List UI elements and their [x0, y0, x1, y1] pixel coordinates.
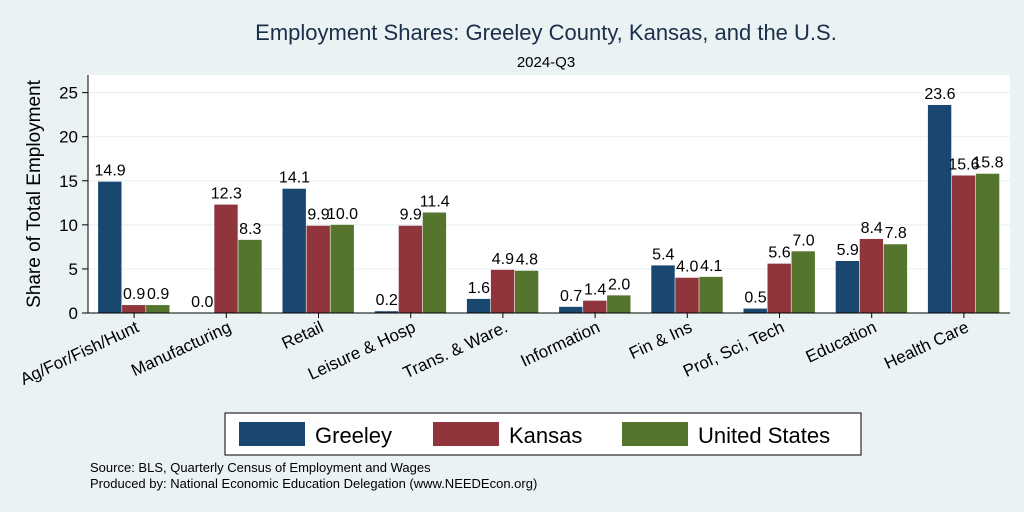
legend: Greeley Kansas United States: [224, 412, 862, 456]
data-label-kansas-information: 1.4: [584, 282, 606, 299]
legend-label-united-states: United States: [698, 423, 830, 448]
legend-label-greeley: Greeley: [315, 423, 392, 448]
data-label-greeley-trans-ware: 1.6: [468, 280, 490, 297]
data-label-united-states-health-care: 15.8: [972, 155, 1003, 172]
data-label-united-states-ag-for-fish-hunt: 0.9: [147, 286, 169, 303]
bar-greeley-prof-sci-tech: [743, 308, 767, 313]
bar-greeley-leisure-hosp: [374, 311, 399, 313]
data-label-kansas-education: 8.4: [861, 220, 883, 237]
bar-united-states-leisure-hosp: [422, 212, 447, 313]
bar-kansas-fin-ins: [675, 277, 699, 313]
data-label-kansas-trans-ware: 4.9: [492, 251, 514, 268]
bar-kansas-trans-ware: [490, 269, 515, 313]
y-tick-label: 10: [59, 216, 78, 235]
bar-kansas-education: [859, 238, 884, 313]
legend-swatch-kansas: [433, 422, 499, 446]
bar-united-states-retail: [330, 224, 354, 313]
data-label-greeley-retail: 14.1: [279, 170, 310, 187]
data-label-greeley-ag-for-fish-hunt: 14.9: [95, 163, 126, 180]
y-tick-label: 20: [59, 128, 78, 147]
bar-greeley-education: [835, 260, 860, 313]
y-tick-label: 0: [69, 304, 78, 323]
bar-greeley-health-care: [927, 104, 952, 313]
bars-layer: [98, 104, 1000, 313]
data-label-united-states-leisure-hosp: 11.4: [420, 194, 450, 211]
bar-greeley-trans-ware: [466, 298, 491, 313]
data-label-greeley-information: 0.7: [560, 288, 582, 305]
y-tick-label: 15: [59, 172, 78, 191]
bar-kansas-prof-sci-tech: [767, 263, 791, 313]
bar-united-states-manufacturing: [238, 239, 262, 313]
data-label-united-states-trans-ware: 4.8: [516, 252, 538, 269]
bar-united-states-education: [883, 244, 908, 313]
footer-produced: Produced by: National Economic Education…: [90, 476, 537, 491]
data-label-kansas-leisure-hosp: 9.9: [400, 207, 422, 224]
data-label-kansas-fin-ins: 4.0: [676, 259, 698, 276]
bar-united-states-trans-ware: [514, 270, 539, 313]
bar-kansas-ag-for-fish-hunt: [122, 305, 146, 313]
bar-kansas-manufacturing: [214, 204, 238, 313]
data-label-kansas-retail: 9.9: [307, 207, 329, 224]
data-label-kansas-prof-sci-tech: 5.6: [768, 245, 790, 262]
chart-title: Employment Shares: Greeley County, Kansa…: [255, 20, 837, 45]
legend-label-kansas: Kansas: [509, 423, 582, 448]
data-label-united-states-prof-sci-tech: 7.0: [792, 232, 814, 249]
bar-kansas-leisure-hosp: [398, 225, 423, 313]
footer-source: Source: BLS, Quarterly Census of Employm…: [90, 460, 431, 475]
data-label-kansas-ag-for-fish-hunt: 0.9: [123, 286, 145, 303]
bar-united-states-information: [607, 295, 631, 313]
data-label-greeley-leisure-hosp: 0.2: [376, 292, 398, 309]
data-label-greeley-fin-ins: 5.4: [652, 246, 674, 263]
y-axis-label: Share of Total Employment: [24, 79, 45, 307]
data-label-united-states-fin-ins: 4.1: [700, 258, 722, 275]
bar-greeley-information: [559, 306, 583, 313]
bar-united-states-health-care: [975, 173, 1000, 313]
data-label-kansas-manufacturing: 12.3: [211, 186, 242, 203]
data-label-greeley-education: 5.9: [837, 242, 859, 259]
legend-swatch-greeley: [239, 422, 305, 446]
data-label-united-states-information: 2.0: [608, 276, 630, 293]
legend-swatch-united-states: [622, 422, 688, 446]
bar-greeley-fin-ins: [651, 265, 675, 313]
data-label-united-states-manufacturing: 8.3: [239, 221, 261, 238]
bar-united-states-prof-sci-tech: [791, 251, 815, 313]
data-label-kansas-health-care: 15.6: [948, 156, 979, 173]
y-tick-label: 25: [59, 84, 78, 103]
bar-greeley-retail: [282, 188, 306, 313]
bar-united-states-ag-for-fish-hunt: [146, 305, 170, 313]
data-label-greeley-prof-sci-tech: 0.5: [744, 290, 766, 307]
bar-kansas-retail: [306, 225, 330, 313]
chart-subtitle: 2024-Q3: [517, 54, 575, 71]
bar-kansas-health-care: [951, 175, 976, 313]
data-labels-layer: 14.90.9 0.9 0.012.38.314.19.910.00.29.911.…: [95, 86, 1004, 311]
bar-united-states-fin-ins: [699, 276, 723, 313]
legend-box: [224, 412, 862, 456]
bar-kansas-information: [583, 300, 607, 313]
data-label-united-states-retail: 10.0: [327, 206, 358, 223]
bar-greeley-ag-for-fish-hunt: [98, 181, 122, 313]
data-label-united-states-education: 7.8: [885, 225, 907, 242]
data-label-greeley-health-care: 23.6: [924, 86, 955, 103]
data-label-greeley-manufacturing: 0.0: [191, 294, 213, 311]
y-tick-label: 5: [69, 260, 78, 279]
